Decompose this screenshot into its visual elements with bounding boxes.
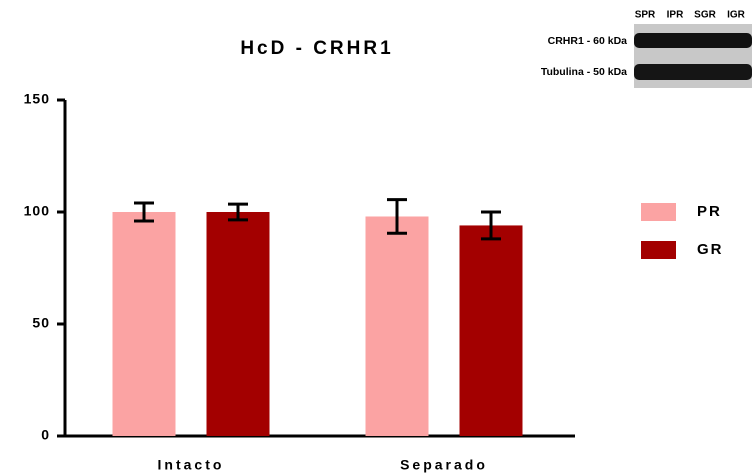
x-tick-label: Separado <box>400 457 488 473</box>
bar <box>207 212 270 436</box>
blot-lane-label: IPR <box>667 10 684 21</box>
blot-band <box>634 64 752 80</box>
bar <box>460 225 523 436</box>
bar <box>366 216 429 436</box>
y-tick-label: 0 <box>41 427 50 443</box>
legend-label: PR <box>697 203 722 220</box>
x-tick-label: Intacto <box>158 457 225 473</box>
y-tick-label: 100 <box>24 203 50 219</box>
blot-row-label: Tubulina - 50 kDa <box>541 66 627 78</box>
legend-label: GR <box>697 241 724 258</box>
chart-title: HcD - CRHR1 <box>240 38 393 59</box>
blot-lane-label: SGR <box>694 10 716 21</box>
blot-image <box>634 24 752 88</box>
y-tick-label: 150 <box>24 91 50 107</box>
blot-lane-label: SPR <box>635 10 656 21</box>
y-tick-label: 50 <box>32 315 50 331</box>
legend-swatch <box>641 241 676 259</box>
blot-row-label: CRHR1 - 60 kDa <box>548 35 628 47</box>
blot-band <box>634 33 752 48</box>
bar <box>113 212 176 436</box>
blot-lane-label: IGR <box>727 10 746 21</box>
chart: HcD - CRHR1 0 50 100 150 Intacto Separado PR GR… <box>0 0 752 476</box>
legend-swatch <box>641 203 676 221</box>
